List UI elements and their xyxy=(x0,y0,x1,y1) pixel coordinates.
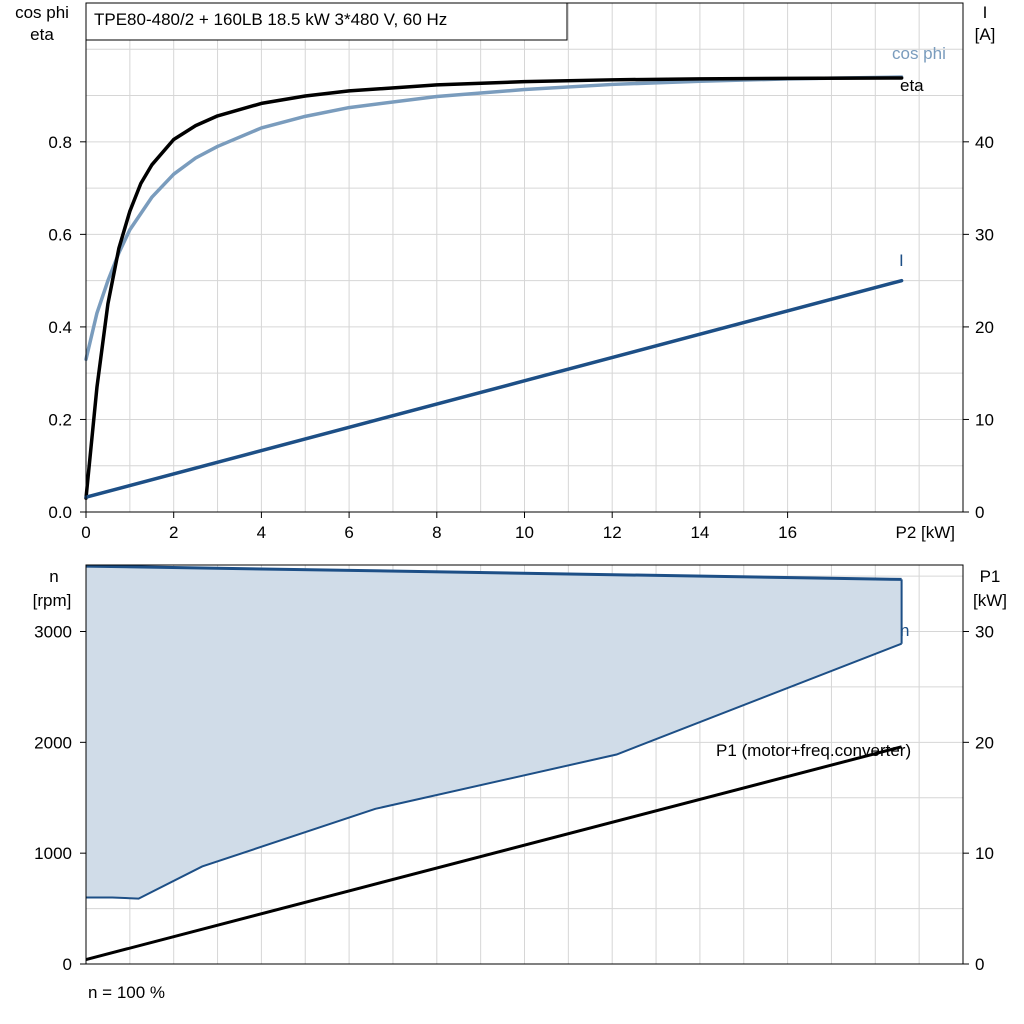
bottom-right-tick-label: 20 xyxy=(975,733,994,752)
series-label-eta: eta xyxy=(900,76,924,95)
top-right-axis-label-1: I xyxy=(983,3,988,22)
top-grid xyxy=(86,3,963,512)
bottom-left-tick-label: 0 xyxy=(63,955,72,974)
top-right-tick-label: 20 xyxy=(975,318,994,337)
chart-title: TPE80-480/2 + 160LB 18.5 kW 3*480 V, 60 … xyxy=(94,10,447,29)
x-tick-label: 6 xyxy=(344,523,353,542)
top-left-tick-label: 0.2 xyxy=(48,410,72,429)
top-left-axis-label-2: eta xyxy=(30,25,54,44)
x-axis-label: P2 [kW] xyxy=(895,523,955,542)
top-right-tick-label: 40 xyxy=(975,133,994,152)
x-tick-label: 0 xyxy=(81,523,90,542)
bottom-plot-frame xyxy=(85,564,964,965)
bottom-series xyxy=(85,564,903,962)
series-label-p1: P1 (motor+freq.converter) xyxy=(716,741,911,760)
top-right-tick-label: 30 xyxy=(975,225,994,244)
eta-line xyxy=(84,76,904,500)
bottom-right-axis-label-2: [kW] xyxy=(973,591,1007,610)
speed-note: n = 100 % xyxy=(88,983,165,1002)
speed-range-area xyxy=(86,566,902,899)
bottom-left-tick-label: 2000 xyxy=(34,733,72,752)
bottom-left-tick-label: 1000 xyxy=(34,844,72,863)
x-tick-label: 12 xyxy=(603,523,622,542)
top-left-axis-label-1: cos phi xyxy=(15,3,69,22)
x-tick-label: 16 xyxy=(778,523,797,542)
top-series xyxy=(84,75,904,500)
x-tick-label: 10 xyxy=(515,523,534,542)
bottom-left-axis-label-2: [rpm] xyxy=(33,591,72,610)
p1-line xyxy=(85,745,902,962)
bottom-right-tick-label: 10 xyxy=(975,844,994,863)
speed-min-line xyxy=(86,642,902,900)
bottom-right-tick-label: 30 xyxy=(975,623,994,642)
title-box xyxy=(85,2,568,41)
bottom-right-tick-label: 0 xyxy=(975,955,984,974)
bottom-left-tick-label: 3000 xyxy=(34,623,72,642)
top-right-tick-label: 10 xyxy=(975,410,994,429)
x-tick-label: 2 xyxy=(169,523,178,542)
series-label-cos-phi: cos phi xyxy=(892,44,946,63)
series-label-speed: n xyxy=(900,621,909,640)
top-left-tick-label: 0.4 xyxy=(48,318,72,337)
x-tick-label: 8 xyxy=(432,523,441,542)
x-tick-label: 14 xyxy=(690,523,709,542)
axis-ticks: 0 2 4 6 8 10 12 14 16 0.0 0.2 0.4 0.6 0.8 0 10 20 30 40 0 10… xyxy=(34,133,994,974)
top-left-tick-label: 0.0 xyxy=(48,503,72,522)
x-tick-label: 4 xyxy=(257,523,266,542)
top-left-tick-label: 0.6 xyxy=(48,225,72,244)
current-line xyxy=(84,278,904,499)
top-right-tick-label: 0 xyxy=(975,503,984,522)
speed-max-line xyxy=(85,564,902,581)
top-left-tick-label: 0.8 xyxy=(48,133,72,152)
bottom-left-axis-label-1: n xyxy=(49,567,58,586)
top-right-axis-label-2: [A] xyxy=(975,25,996,44)
bottom-right-axis-label-1: P1 xyxy=(980,567,1001,586)
series-label-current: I xyxy=(899,251,904,270)
